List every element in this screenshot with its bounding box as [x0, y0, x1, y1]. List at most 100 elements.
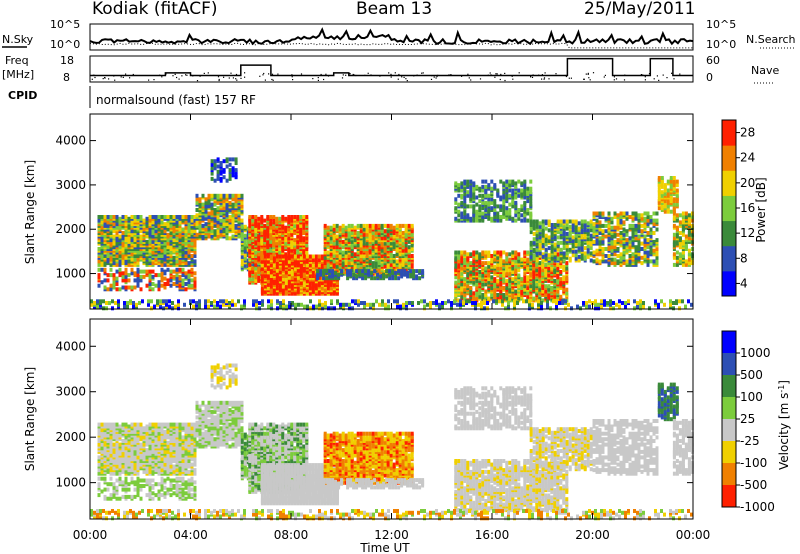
power-cell	[511, 266, 515, 271]
power-cell	[409, 274, 413, 279]
power-cell	[487, 250, 491, 255]
power-cell	[97, 283, 101, 288]
nave-dot	[240, 77, 242, 79]
power-cell	[121, 261, 125, 266]
power-cell	[115, 276, 119, 281]
power-cell	[541, 228, 545, 233]
power-cell	[529, 190, 533, 195]
power-cell	[388, 269, 392, 274]
cpid-text: normalsound (fast) 157 RF	[96, 93, 256, 107]
noise-left-label: N.Sky	[2, 33, 34, 46]
nave-dot	[271, 78, 273, 81]
power-cell	[163, 285, 167, 290]
power-cell	[269, 232, 273, 237]
power-cell	[559, 235, 563, 240]
power-cell	[335, 245, 339, 250]
power-cell	[207, 199, 211, 204]
power-cell	[362, 227, 366, 232]
power-cell	[115, 215, 119, 219]
power-cell	[562, 264, 566, 269]
power-cell	[526, 218, 530, 223]
power-cell	[130, 285, 134, 290]
power-cell	[511, 179, 515, 184]
power-cell	[571, 224, 575, 229]
nave-dot	[94, 76, 96, 79]
nave-dot	[413, 75, 415, 77]
power-cell	[142, 274, 146, 279]
power-cell	[410, 254, 414, 258]
power-cell	[517, 193, 521, 198]
power-cell	[178, 267, 182, 272]
power-cell	[559, 247, 563, 252]
power-cell	[401, 257, 405, 262]
freq-panel: Freq [MHz] 18 8 60 0 Nave	[2, 54, 779, 84]
power-cell	[484, 184, 488, 189]
power-cell	[281, 261, 285, 266]
power-cell	[163, 282, 167, 286]
power-cell	[266, 239, 270, 244]
power-cell	[574, 256, 578, 261]
power-cell	[541, 298, 545, 303]
power-cell	[178, 245, 182, 250]
power-cell	[228, 173, 232, 178]
power-cell	[254, 215, 258, 219]
power-cell	[184, 282, 188, 286]
power-cell	[344, 225, 348, 230]
power-cell	[505, 282, 509, 287]
power-cell	[457, 186, 461, 191]
power-cell	[160, 248, 164, 253]
power-cell	[454, 200, 458, 205]
power-cell	[157, 283, 161, 288]
power-cell	[373, 269, 377, 274]
power-cell	[505, 264, 509, 269]
power-cell	[344, 259, 348, 264]
power-cell	[463, 277, 467, 282]
power-cell	[535, 296, 539, 301]
power-cell	[121, 278, 125, 283]
power-cell	[389, 223, 393, 228]
power-cell	[389, 262, 393, 267]
power-cell	[272, 220, 276, 225]
power-cell	[190, 218, 194, 223]
power-cell	[234, 213, 238, 218]
power-cell	[547, 296, 551, 301]
power-cell	[383, 229, 387, 234]
power-cell	[260, 263, 264, 268]
power-cell	[231, 157, 235, 162]
nave-dot	[262, 74, 264, 76]
power-cell	[219, 218, 223, 223]
power-cell	[475, 213, 479, 218]
power-cell	[460, 271, 464, 276]
power-cell	[487, 280, 491, 285]
power-cell	[228, 193, 232, 198]
power-cell	[187, 283, 191, 288]
power-cell	[160, 283, 164, 288]
power-cell	[266, 252, 270, 257]
power-cell	[496, 250, 500, 255]
power-cell	[353, 225, 357, 230]
power-cell	[175, 276, 179, 281]
power-cell	[344, 254, 348, 258]
power-cell	[571, 249, 575, 254]
power-cell	[508, 183, 512, 188]
power-cell	[332, 262, 336, 267]
power-cell	[228, 157, 232, 162]
power-cell	[160, 231, 164, 235]
power-cell	[305, 291, 309, 296]
power-cell	[106, 287, 110, 292]
power-cell	[380, 243, 384, 248]
power-cell	[118, 234, 122, 239]
power-cell	[181, 227, 185, 232]
power-cell	[499, 215, 503, 219]
power-cell	[454, 216, 458, 221]
power-cell	[523, 287, 527, 292]
power-cell	[386, 241, 390, 246]
nave-dot	[104, 77, 106, 79]
power-cell	[565, 251, 569, 256]
power-cell	[172, 255, 176, 260]
power-cell	[195, 197, 199, 202]
power-cell	[463, 215, 467, 219]
power-cell	[139, 269, 143, 274]
power-cell	[243, 256, 247, 261]
